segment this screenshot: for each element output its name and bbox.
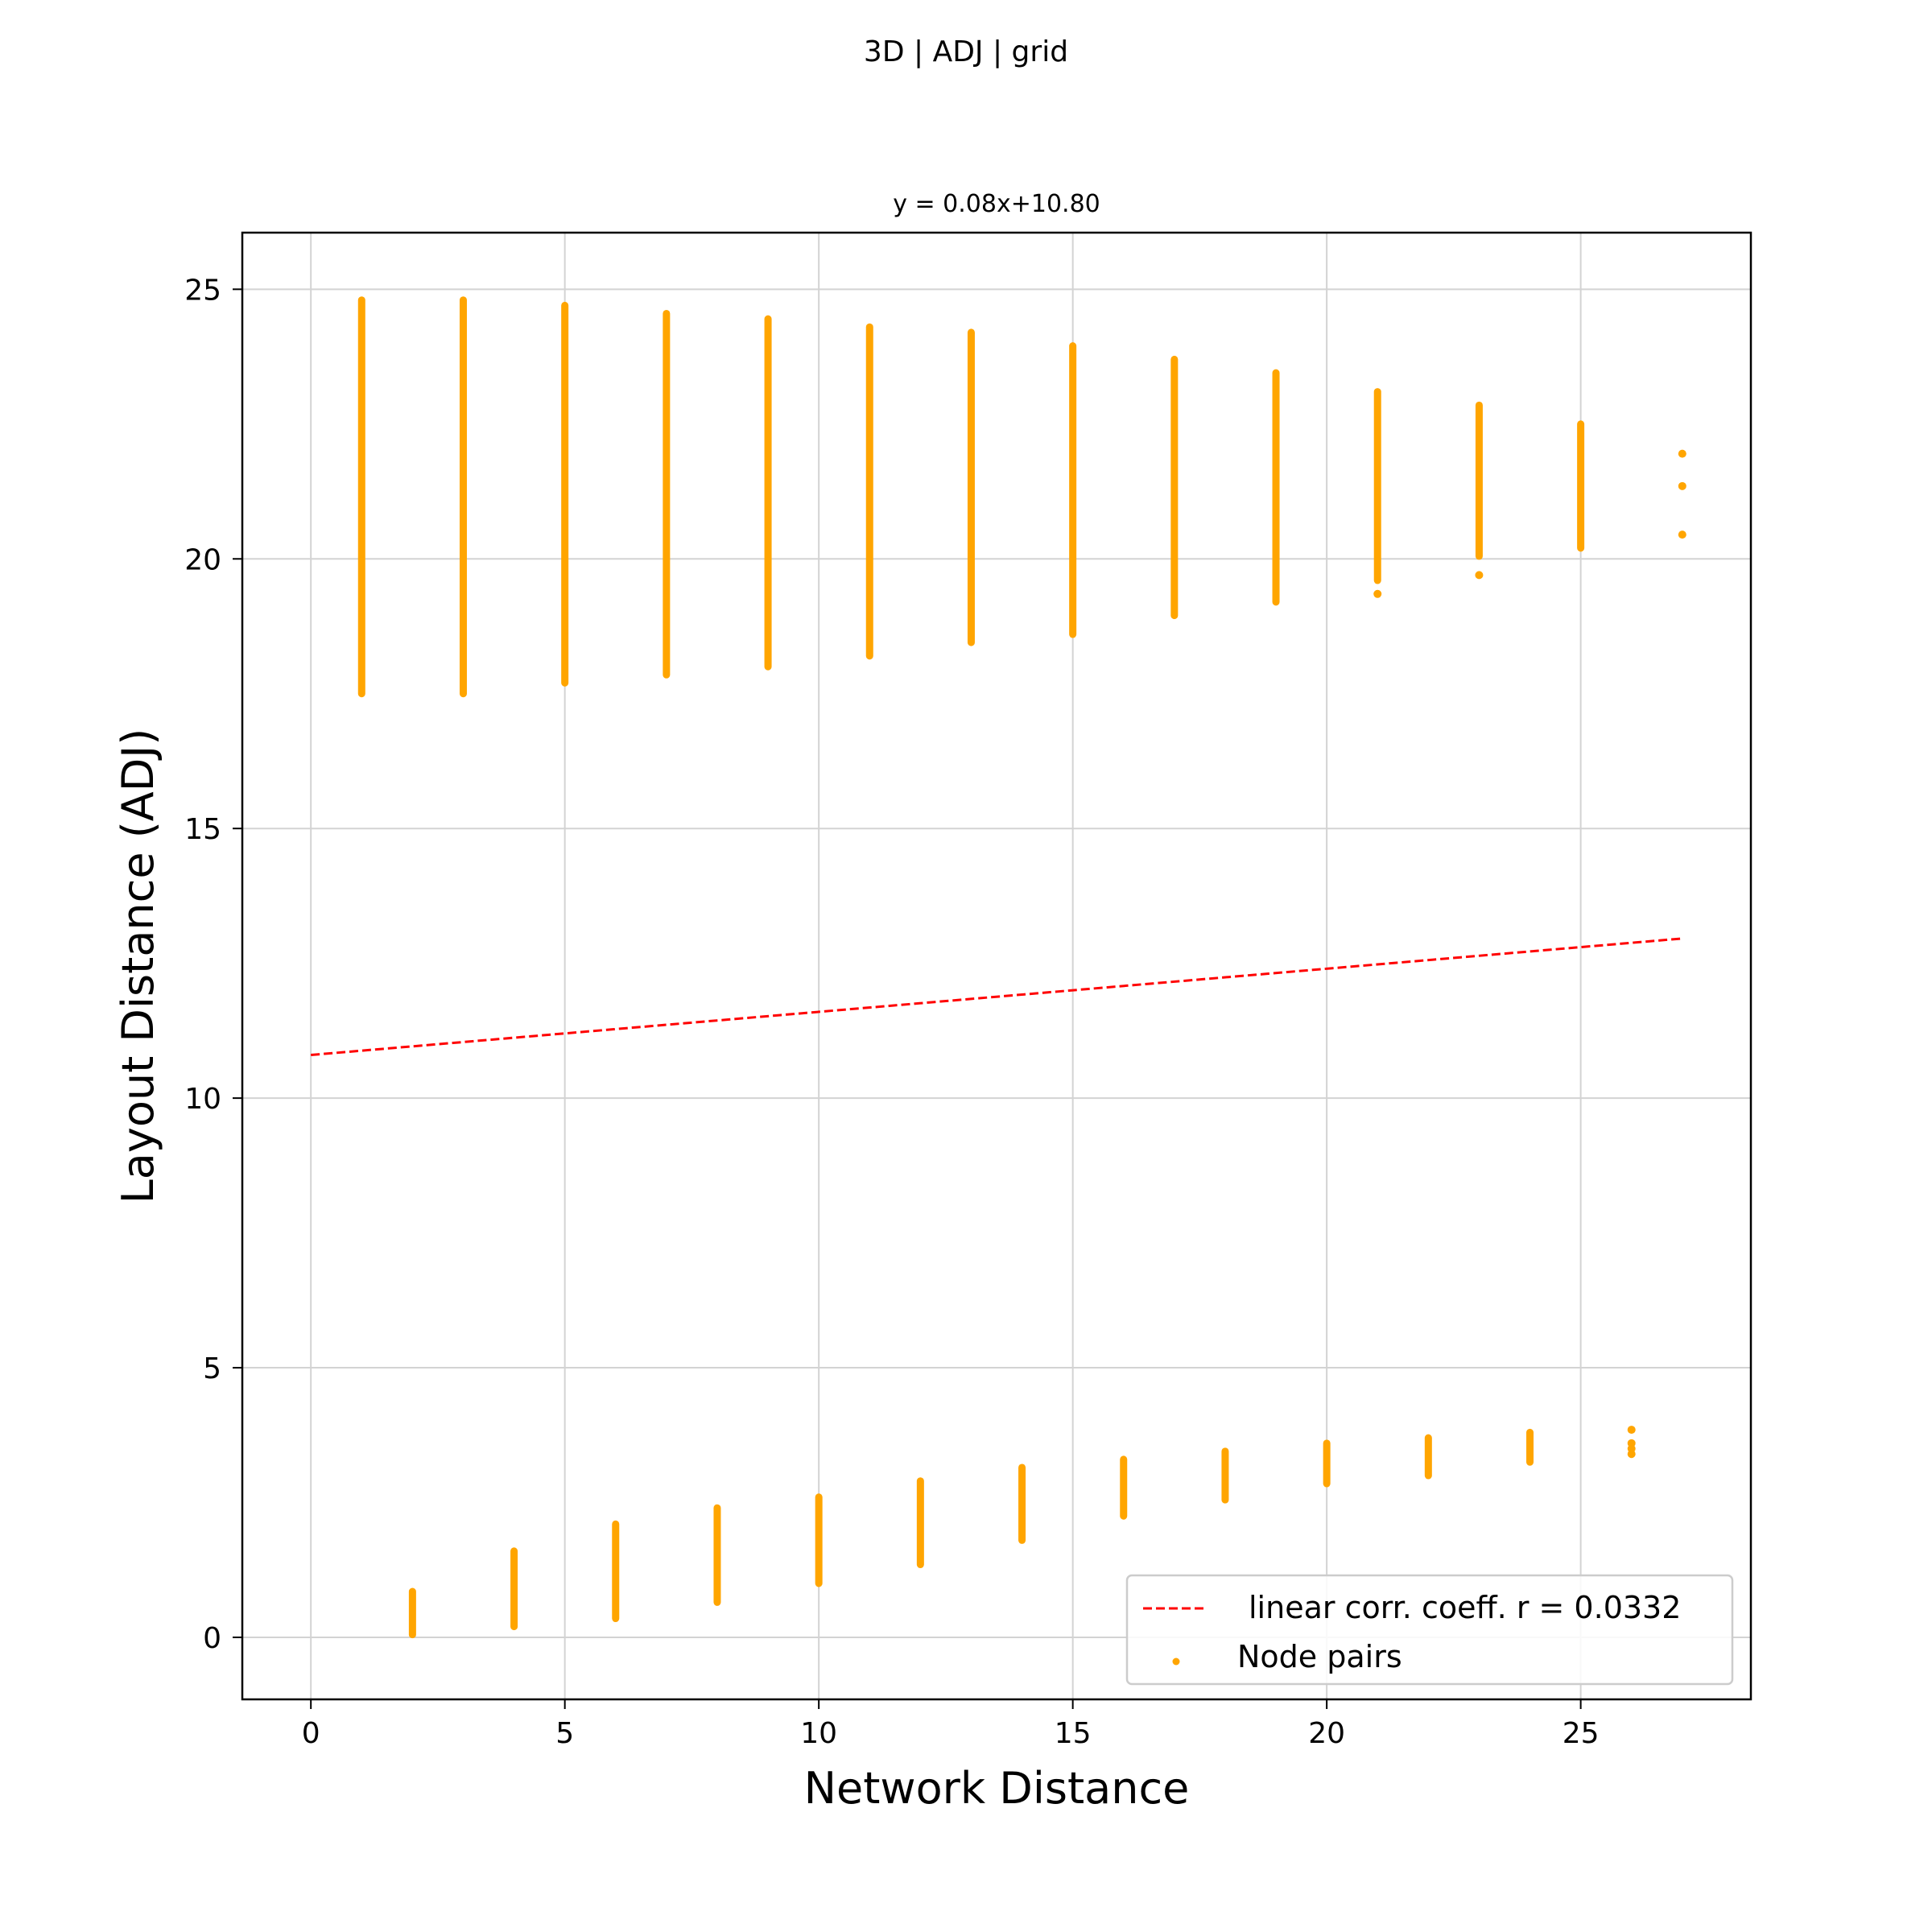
scatter-point — [1373, 589, 1382, 598]
scatter-points-layer — [357, 296, 1686, 1639]
x-axis-label: Network Distance — [804, 1763, 1190, 1814]
y-tick-label: 5 — [203, 1352, 221, 1385]
scatter-point — [1627, 1426, 1636, 1435]
fit-line-layer — [311, 937, 1682, 1057]
x-tick-label: 25 — [1563, 1717, 1600, 1750]
scatter-point — [1678, 530, 1686, 539]
y-axis-label: Layout Distance (ADJ) — [113, 729, 163, 1204]
scatter-point — [1678, 449, 1686, 458]
x-tick-label: 5 — [555, 1717, 574, 1750]
scatter-point — [1678, 481, 1686, 490]
plot-frame — [241, 231, 1752, 1701]
regression-fit-line — [311, 937, 1682, 1057]
y-tick-label: 25 — [184, 274, 221, 307]
x-tick-label: 10 — [800, 1717, 837, 1750]
legend-box — [1125, 1574, 1734, 1686]
legend-points-label: Node pairs — [1237, 1639, 1402, 1674]
figure-suptitle: 3D | ADJ | grid — [864, 35, 1068, 68]
legend-point-swatch — [1172, 1657, 1180, 1666]
axis-ticks: 0 5 10 15 20 25 0 5 10 15 20 25 — [184, 274, 1599, 1750]
grid-lines — [242, 233, 1751, 1699]
x-tick-label: 0 — [302, 1717, 320, 1750]
y-tick-label: 0 — [203, 1622, 221, 1655]
y-tick-label: 10 — [184, 1083, 221, 1116]
y-tick-label: 15 — [184, 813, 221, 846]
legend: linear corr. coeff. r = 0.0332 Node pair… — [1125, 1574, 1734, 1686]
chart-title: y = 0.08x+10.80 — [893, 190, 1100, 218]
x-tick-label: 20 — [1308, 1717, 1345, 1750]
y-tick-label: 20 — [184, 543, 221, 576]
scatter-point — [1627, 1450, 1636, 1459]
scatter-point — [1475, 571, 1484, 580]
x-tick-label: 15 — [1055, 1717, 1092, 1750]
legend-fit-label: linear corr. coeff. r = 0.0332 — [1249, 1590, 1681, 1625]
